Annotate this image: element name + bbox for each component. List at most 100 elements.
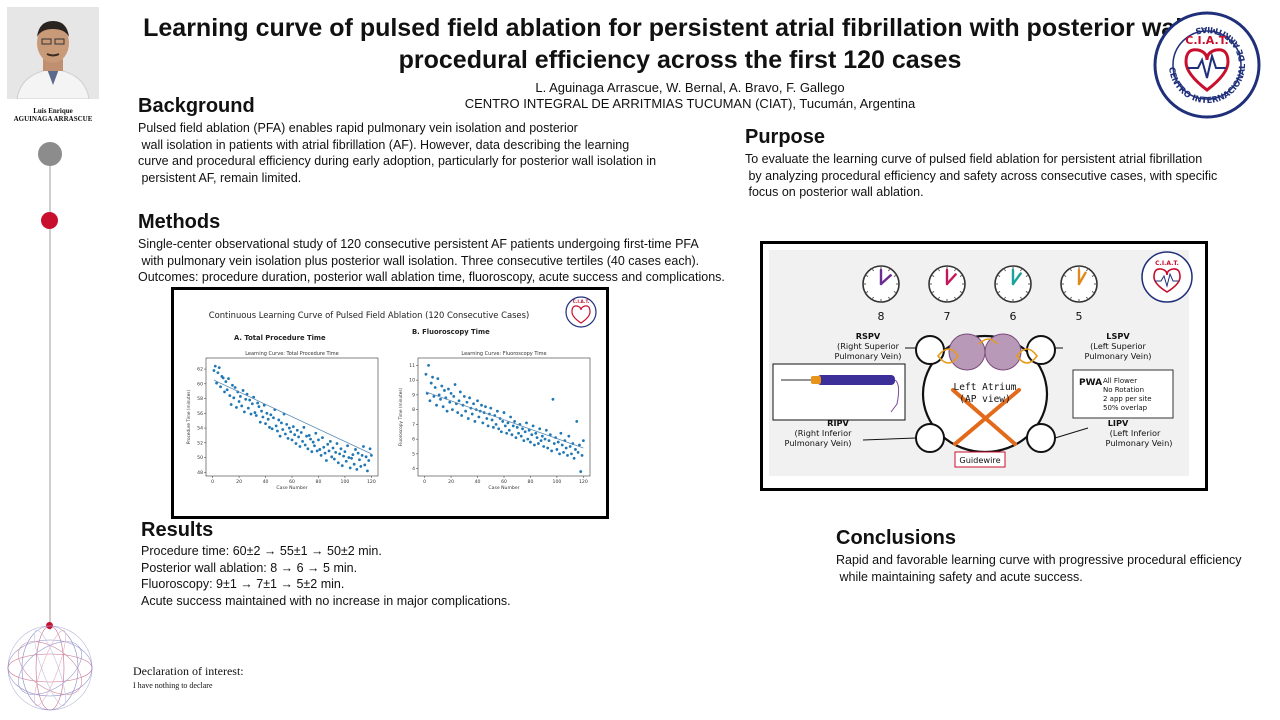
data-point — [276, 429, 279, 433]
data-point — [347, 456, 351, 459]
chart-fluoroscopy-time: Learning Curve: Fluoroscopy Time 0 20 40 60 8… — [398, 351, 591, 491]
data-point — [355, 467, 359, 471]
clock-hand — [945, 273, 957, 286]
data-point — [285, 422, 289, 426]
y-axis-label: Fluoroscopy Time (minutes) — [398, 387, 403, 446]
clock-tick — [1020, 296, 1022, 299]
clock-label: 7 — [944, 310, 951, 323]
data-point — [429, 381, 433, 385]
data-point — [511, 424, 515, 428]
clock-tick — [932, 275, 935, 277]
data-point — [350, 456, 353, 460]
data-point — [428, 399, 432, 403]
clock-hand — [1011, 272, 1022, 286]
data-point — [503, 424, 507, 428]
data-point — [258, 420, 262, 424]
x-axis-label: Case Number — [276, 485, 307, 491]
data-point — [317, 438, 320, 442]
data-point — [507, 428, 511, 432]
clock-tick — [1086, 269, 1088, 272]
data-point — [228, 394, 232, 398]
data-point — [260, 409, 263, 413]
x-tick-label: 100 — [341, 479, 350, 485]
x-tick-label: 80 — [316, 479, 322, 485]
x-tick-label: 0 — [211, 479, 214, 485]
methods-text: Single-center observational study of 120… — [138, 237, 725, 284]
data-point — [458, 390, 462, 394]
data-point — [472, 402, 475, 406]
data-point — [551, 397, 555, 401]
data-point — [307, 434, 311, 437]
data-point — [466, 417, 470, 420]
data-point — [233, 386, 237, 389]
clock-tick — [888, 269, 890, 272]
data-point — [326, 442, 330, 446]
data-point — [266, 417, 270, 421]
data-point — [348, 466, 352, 470]
data-point — [368, 447, 372, 451]
declaration: Declaration of interest: I have nothing … — [133, 664, 244, 690]
data-point — [363, 463, 367, 467]
ciat-logo: CENTRO INTERNACIONAL DE ARRITMIAS C.I.A.… — [1152, 10, 1262, 120]
data-point — [213, 364, 217, 368]
clock-tick — [1004, 269, 1006, 272]
clock-tick — [1091, 275, 1094, 277]
y-tick-label: 48 — [197, 470, 203, 476]
data-point — [268, 425, 271, 429]
data-point — [346, 444, 349, 448]
trend-line — [425, 391, 584, 449]
y-tick-label: 8 — [412, 407, 415, 413]
data-point — [215, 381, 218, 385]
clock-tick — [893, 291, 896, 293]
data-point — [359, 465, 363, 468]
svg-text:No Rotation: No Rotation — [1103, 386, 1144, 394]
data-point — [223, 390, 226, 394]
data-point — [366, 469, 369, 473]
data-point — [556, 440, 560, 444]
data-point — [550, 449, 554, 453]
data-point — [319, 453, 323, 457]
data-point — [439, 397, 442, 401]
lipv-label: LIPV — [1108, 418, 1129, 428]
data-point — [431, 375, 434, 379]
clock-tick — [1020, 269, 1022, 272]
data-point — [367, 459, 371, 462]
data-point — [290, 438, 294, 442]
data-point — [278, 434, 282, 438]
data-point — [225, 388, 229, 392]
data-point — [306, 447, 310, 451]
affiliation: CENTRO INTEGRAL DE ARRITMIAS TUCUMAN (CI… — [464, 96, 916, 111]
x-tick-label: 100 — [553, 479, 562, 485]
data-point — [533, 443, 536, 447]
presenter-photo — [7, 7, 99, 99]
data-point — [318, 448, 322, 451]
data-point — [543, 437, 547, 441]
data-point — [576, 451, 580, 454]
data-point — [575, 420, 579, 423]
data-point — [567, 434, 571, 438]
data-point — [544, 428, 548, 432]
svg-text:PWA: PWA — [1079, 378, 1102, 388]
svg-text:50% overlap: 50% overlap — [1103, 404, 1148, 412]
data-point — [369, 453, 373, 457]
clock-tick — [998, 275, 1001, 277]
data-point — [510, 433, 514, 437]
authors: L. Aguinaga Arrascue, W. Bernal, A. Brav… — [535, 80, 845, 95]
data-point — [358, 458, 361, 462]
data-point — [241, 389, 245, 392]
data-point — [497, 427, 501, 431]
clock-tick — [959, 291, 962, 293]
y-tick-label: 7 — [412, 422, 415, 428]
data-point — [449, 392, 453, 395]
data-point — [473, 420, 477, 423]
data-point — [309, 437, 312, 441]
clock-tick — [932, 291, 935, 293]
timeline-line — [49, 150, 51, 630]
y-tick-label: 5 — [412, 451, 415, 457]
clock-tick — [959, 275, 962, 277]
data-point — [462, 394, 466, 398]
panel-a-label: A. Total Procedure Time — [234, 334, 326, 342]
clock-label: 8 — [878, 310, 885, 323]
catheter-inset — [772, 363, 906, 421]
data-point — [581, 439, 585, 442]
